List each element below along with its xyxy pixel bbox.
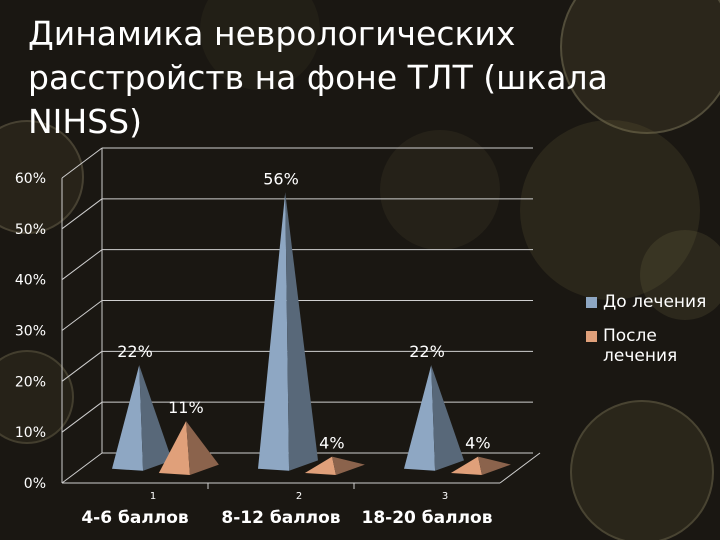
x-axis-ticks: 1 4-6 баллов 2 8-12 баллов 3 18-20 баллов (81, 491, 492, 528)
data-label: 4% (465, 434, 490, 453)
bar-face-side (478, 456, 511, 475)
y-tick-label: 50% (15, 222, 46, 238)
data-label: 4% (319, 434, 344, 453)
data-label: 56% (263, 169, 299, 188)
data-label: 11% (168, 398, 204, 417)
gridline-diagonal (61, 401, 103, 433)
page-title: Динамика неврологических расстройств на … (28, 14, 608, 141)
bar-face-side (332, 456, 365, 475)
legend-swatch-after (586, 331, 597, 342)
grid (61, 147, 541, 489)
category-number: 3 (442, 491, 448, 502)
bar-before-3 (404, 365, 464, 471)
y-axis-ticks: 0% 10% 20% 30% 40% 50% 60% (15, 171, 46, 492)
y-tick-label: 60% (15, 171, 46, 187)
bar-face-front (158, 421, 190, 475)
category-label: 18-20 баллов (362, 508, 493, 528)
category-label: 4-6 баллов (81, 508, 189, 528)
bar-after-1 (158, 421, 219, 475)
category-number: 2 (296, 491, 302, 502)
bars (112, 192, 511, 475)
bar-face-side (285, 192, 318, 471)
category-label: 8-12 баллов (221, 508, 340, 528)
bar-face-front (450, 456, 482, 475)
bar-before-1 (112, 365, 172, 471)
gridline-diagonal (61, 249, 103, 281)
y-tick-label: 0% (24, 476, 46, 492)
y-tick-label: 30% (15, 324, 46, 340)
gridline-diagonal (61, 300, 103, 331)
bar-after-2 (304, 456, 365, 475)
legend-label-before: До лечения (603, 292, 707, 312)
legend-item-after: После лечения (586, 326, 720, 366)
bar-after-3 (450, 456, 511, 475)
bar-face-side (186, 421, 219, 475)
data-label: 22% (409, 342, 445, 361)
y-tick-label: 10% (15, 425, 46, 441)
legend-swatch-before (586, 297, 597, 308)
bar-face-side (139, 365, 172, 471)
bar-face-front (112, 365, 144, 471)
bar-face-front (304, 456, 336, 475)
gridline-diagonal (61, 452, 103, 484)
y-tick-label: 20% (15, 374, 46, 390)
gridline-diagonal (61, 350, 103, 382)
bar-face-front (258, 192, 290, 471)
bar-face-front (404, 365, 436, 471)
gridline-diagonal (61, 198, 103, 230)
category-number: 1 (150, 491, 156, 502)
legend: До лечения После лечения (586, 292, 720, 380)
bar-face-side (431, 365, 464, 471)
legend-label-after: После лечения (603, 326, 678, 366)
bar-before-2 (258, 192, 318, 471)
y-tick-label: 40% (15, 273, 46, 289)
floor-edge-right (499, 452, 541, 484)
data-labels: 22% 11% 56% 4% 22% 4% (117, 169, 490, 452)
legend-item-before: До лечения (586, 292, 720, 312)
gridline-diagonal (61, 147, 103, 179)
data-label: 22% (117, 342, 153, 361)
